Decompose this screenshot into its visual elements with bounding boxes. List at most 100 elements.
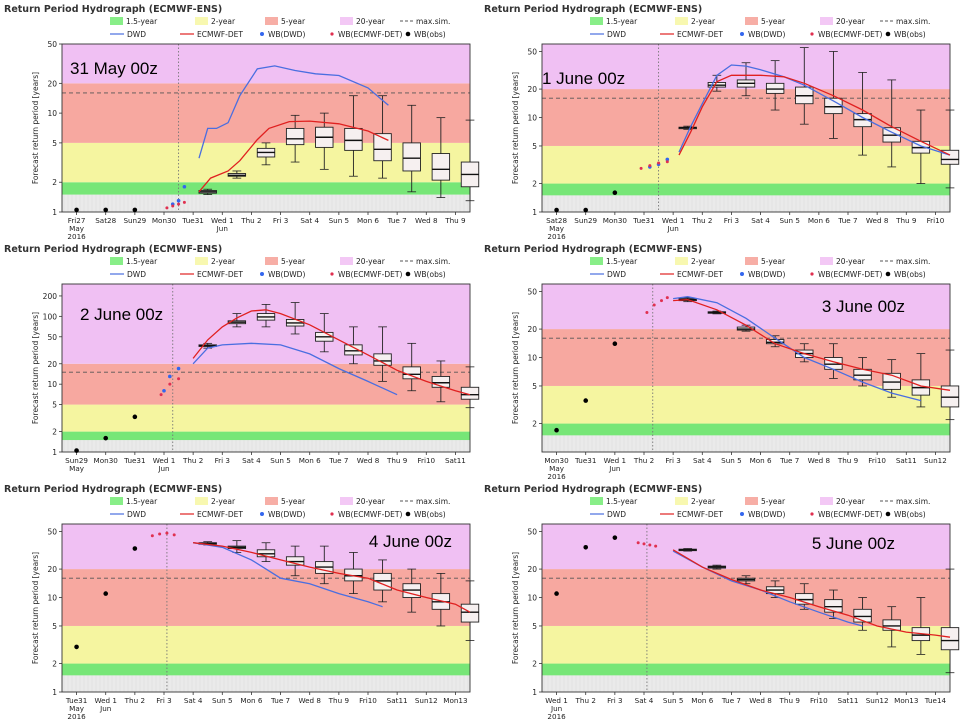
x-tick-label: Tue31: [181, 216, 203, 225]
x-tick-label: Tue31: [632, 216, 654, 225]
ensemble-box: [460, 580, 480, 641]
legend-label-wb-dwd: WB(DWD): [268, 510, 305, 519]
legend-label-rp-1_5: 1.5-year: [606, 497, 638, 506]
chart-3-june: Return Period Hydrograph (ECMWF-ENS) 1.5-…: [484, 244, 960, 480]
legend-label-wb-obs: WB(obs): [894, 270, 926, 279]
x-tick-label: Mon 6: [357, 216, 379, 225]
x-tick-label: Sat28: [95, 216, 116, 225]
x-tick-label: Sun 5: [779, 216, 800, 225]
legend-dot-wb-dwd: [740, 32, 744, 36]
ensemble-box: [344, 326, 363, 365]
y-tick-label: 2: [52, 428, 57, 437]
legend-label-wb-dwd: WB(DWD): [748, 30, 785, 39]
legend-patch-rp-2: [675, 257, 688, 265]
chart-title: Return Period Hydrograph (ECMWF-ENS): [484, 244, 702, 255]
legend-patch-rp-5: [265, 257, 278, 265]
ensemble-box: [227, 170, 247, 179]
series-ecmwf-det-line: [192, 309, 471, 396]
legend-label-dwd: DWD: [127, 510, 146, 519]
x-tick-label: Tue 7: [387, 216, 407, 225]
legend-label-rp-2: 2-year: [691, 497, 716, 506]
legend-dot-wb-obs: [405, 511, 411, 517]
wb-dwd-point: [182, 184, 187, 189]
x-tick-label: Thu 9: [328, 696, 350, 705]
obs-point: [103, 435, 109, 441]
x-tick-label: Fri 3: [273, 216, 288, 225]
x-tick-label: Fri 3: [215, 456, 230, 465]
box-iqr: [373, 353, 392, 366]
obs-point: [74, 644, 79, 650]
legend-label-dwd: DWD: [607, 270, 626, 279]
legend-label-rp-1_5: 1.5-year: [126, 497, 158, 506]
obs-point: [103, 591, 109, 596]
obs-point: [103, 207, 109, 213]
y-tick-label: 50: [47, 333, 57, 342]
y-tick-label: 10: [527, 594, 537, 603]
legend-dot-wb-ecmwf: [330, 272, 334, 276]
x-tick-label: Fri10: [927, 216, 945, 225]
wb-ecmwf-point: [165, 206, 169, 210]
chart-1-june: Return Period Hydrograph (ECMWF-ENS) 1.5-…: [484, 4, 960, 240]
legend-dot-wb-obs: [405, 31, 411, 37]
legend-label-wb-ecmwf: WB(ECMWF-DET): [818, 30, 882, 39]
x-tick-label: Thu 2: [575, 696, 596, 705]
legend-label-rp-20: 20-year: [356, 17, 386, 26]
x-tick-label: Sun 5: [270, 456, 291, 465]
legend-label-rp-20: 20-year: [356, 257, 386, 266]
band-20-year: [542, 284, 950, 330]
series-dwd-line: [673, 296, 922, 402]
ensemble-box: [882, 606, 901, 648]
legend-label-wb-dwd: WB(DWD): [748, 270, 785, 279]
x-tick-label: Fri10: [417, 456, 435, 465]
legend-patch-rp-20: [820, 17, 833, 25]
ensemble-box: [853, 72, 872, 156]
legend-label-rp-20: 20-year: [356, 497, 386, 506]
legend-label-rp-5: 5-year: [761, 497, 786, 506]
legend-label-rp-5: 5-year: [761, 257, 786, 266]
band-20-year: [542, 524, 950, 570]
wb-ecmwf-point: [158, 532, 162, 536]
band-2-year: [62, 404, 470, 432]
x-tick-label: Mon30: [603, 216, 628, 225]
y-tick-label: 1: [52, 208, 57, 217]
x-tick-label: Sat 4: [184, 696, 203, 705]
x-tick-label: Wed 1 Jun: [662, 216, 685, 233]
ensemble-box: [678, 548, 697, 552]
x-tick-label: Thu 2: [182, 456, 203, 465]
ensemble-box: [911, 109, 931, 184]
wb-ecmwf-point: [652, 303, 656, 307]
obs-point: [132, 207, 138, 213]
x-tick-label: Wed 8: [357, 456, 380, 465]
y-axis-label: Forecast return period [years]: [31, 312, 40, 424]
ensemble-box: [227, 313, 247, 328]
legend-label-dwd: DWD: [127, 270, 146, 279]
wb-ecmwf-point: [645, 310, 649, 314]
x-tick-label: Wed 8: [415, 216, 438, 225]
x-tick-label: Tue 7: [270, 696, 290, 705]
x-tick-label: Tue31: [574, 456, 596, 465]
legend-patch-rp-5: [265, 497, 278, 505]
legend-label-wb-dwd: WB(DWD): [268, 30, 305, 39]
wb-ecmwf-point: [168, 382, 172, 386]
ensemble-box: [431, 117, 451, 198]
wb-ecmwf-point: [642, 542, 646, 546]
y-tick-label: 5: [52, 401, 57, 410]
legend-patch-rp-1_5: [110, 497, 123, 505]
legend-label-wb-ecmwf: WB(ECMWF-DET): [818, 270, 882, 279]
band-1-5-year: [62, 431, 470, 441]
wb-ecmwf-point: [177, 202, 181, 206]
box-iqr: [402, 142, 421, 172]
x-tick-label: Sat28 May 2016: [546, 216, 567, 240]
x-tick-label: Sun 5: [212, 696, 233, 705]
x-tick-label: Fri10: [359, 696, 377, 705]
y-tick-label: 10: [47, 594, 57, 603]
legend-label-wb-ecmwf: WB(ECMWF-DET): [338, 510, 402, 519]
wb-ecmwf-point: [165, 531, 169, 535]
obs-point: [554, 591, 559, 596]
legend-patch-rp-20: [340, 17, 353, 25]
x-tick-label: Mon13: [443, 696, 467, 705]
legend-label-wb-ecmwf: WB(ECMWF-DET): [338, 270, 402, 279]
x-tick-label: Thu 2: [691, 216, 712, 225]
series-ecmwf-det-line: [193, 542, 471, 613]
